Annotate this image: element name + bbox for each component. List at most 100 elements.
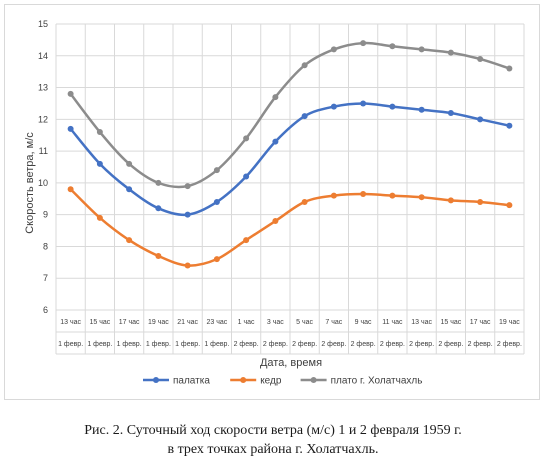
y-tick-label: 6 — [43, 305, 48, 315]
x-axis-title: Дата, время — [260, 357, 322, 369]
grid — [55, 23, 525, 355]
series-line-3 — [69, 41, 510, 189]
series-2-point — [184, 262, 191, 269]
caption-line-2: в трех точках района г. Холатчахль. — [167, 442, 379, 457]
series-3-point — [447, 49, 454, 56]
x-tick-date-label: 2 февр. — [234, 341, 259, 348]
series-3-point — [272, 94, 279, 101]
y-axis-title: Скорость ветра, м/с — [24, 132, 36, 234]
legend-swatch-marker — [153, 377, 159, 383]
series-3-point — [330, 46, 337, 53]
x-tick-time-label: 15 час — [440, 319, 461, 326]
x-tick-time-label: 7 час — [325, 319, 342, 326]
series-1-point — [213, 198, 220, 205]
series-2-point — [96, 214, 103, 221]
series-3-point — [96, 129, 103, 136]
y-tick-label: 8 — [43, 241, 48, 251]
x-tick-time-label: 13 час — [411, 319, 432, 326]
legend-swatch-marker — [240, 377, 247, 383]
legend-swatch-marker — [310, 377, 317, 383]
legend-label: плато г. Холатчахль — [331, 376, 423, 387]
x-tick-date-label: 1 февр. — [204, 341, 229, 348]
x-tick-date-label: 1 февр. — [175, 341, 200, 348]
series-2-point — [126, 237, 133, 244]
series-3-point — [67, 90, 74, 97]
series-3-point — [360, 40, 367, 47]
series-3-point — [477, 55, 484, 62]
series-lines — [67, 40, 513, 269]
series-1-point — [243, 173, 250, 180]
legend: палатка кедр плато г. Холатчахль — [143, 376, 422, 387]
x-tick-date-label: 1 февр. — [117, 341, 142, 348]
x-tick-date-label: 2 февр. — [292, 341, 317, 348]
x-tick-time-label: 17 час — [470, 319, 491, 326]
y-tick-label: 14 — [38, 51, 48, 61]
figure-caption: Рис. 2. Суточный ход скорости ветра (м/с… — [0, 421, 546, 459]
series-2-point — [272, 218, 279, 225]
series-1-point — [506, 122, 513, 129]
series-1-point — [96, 160, 103, 167]
series-1-point — [272, 138, 279, 145]
x-tick-date-label: 2 февр. — [468, 341, 493, 348]
x-tick-date-label: 2 февр. — [438, 341, 463, 348]
series-2-point — [243, 237, 250, 244]
x-tick-time-label: 1 час — [238, 319, 255, 326]
series-1-point — [477, 116, 484, 123]
x-tick-time-label: 17 час — [119, 319, 140, 326]
x-tick-date-label: 2 февр. — [497, 341, 522, 348]
series-1-point — [360, 100, 367, 107]
series-2-point — [67, 186, 74, 193]
x-tick-time-label: 19 час — [148, 319, 169, 326]
series-2-point — [301, 198, 308, 205]
series-1-point — [67, 125, 74, 132]
series-2-point — [213, 256, 220, 263]
series-3-point — [301, 62, 308, 69]
series-1-point — [301, 113, 308, 120]
x-tick-date-label: 1 февр. — [58, 341, 83, 348]
series-2-point — [506, 202, 513, 209]
x-tick-time-label: 11 час — [382, 319, 403, 326]
x-tick-date-label: 2 февр. — [351, 341, 376, 348]
x-tick-time-label: 13 час — [60, 319, 81, 326]
y-tick-label: 10 — [38, 178, 48, 188]
y-tick-label: 12 — [38, 114, 48, 124]
series-2-point — [477, 198, 484, 205]
series-line-2 — [69, 188, 510, 267]
series-1-point — [447, 109, 454, 116]
series-3-point — [243, 135, 250, 142]
x-tick-date-label: 2 февр. — [321, 341, 346, 348]
y-tick-label: 9 — [43, 210, 48, 220]
x-tick-time-label: 9 час — [355, 319, 372, 326]
caption-line-1: Рис. 2. Суточный ход скорости ветра (м/с… — [84, 423, 462, 438]
series-2-point — [330, 192, 337, 199]
y-axis-ticks: 6 7 8 9 10 11 12 13 14 15 — [38, 19, 48, 315]
x-axis-ticks: 13 час 1 февр. 15 час 1 февр. 17 час 1 февр. 1… — [58, 319, 522, 348]
series-3-point — [155, 179, 162, 186]
wind-speed-line-chart: 6 7 8 9 10 11 12 13 14 15 13 час 1 февр. 15 час 1 фе… — [24, 19, 525, 387]
y-tick-label: 13 — [38, 83, 48, 93]
series-2-point — [447, 197, 454, 204]
series-3-point — [506, 65, 513, 72]
x-tick-time-label: 3 час — [267, 319, 284, 326]
series-3-point — [184, 183, 191, 190]
series-1-point — [126, 186, 133, 193]
x-tick-date-label: 2 февр. — [263, 341, 288, 348]
series-2-point — [360, 191, 367, 198]
series-3-point — [126, 160, 133, 167]
x-tick-date-label: 1 февр. — [87, 341, 112, 348]
series-line-1 — [69, 102, 510, 217]
x-tick-date-label: 1 февр. — [146, 341, 171, 348]
x-tick-time-label: 5 час — [296, 319, 313, 326]
series-3-point — [418, 46, 425, 53]
series-1-point — [389, 103, 396, 110]
series-3-point — [213, 167, 220, 174]
y-tick-label: 15 — [38, 19, 48, 29]
series-2-point — [389, 192, 396, 199]
y-tick-label: 7 — [43, 273, 48, 283]
y-tick-label: 11 — [39, 146, 48, 156]
x-tick-date-label: 2 февр. — [380, 341, 405, 348]
series-2-point — [155, 252, 162, 259]
x-tick-time-label: 21 час — [177, 319, 198, 326]
series-1-point — [330, 103, 337, 110]
legend-label: палатка — [173, 376, 210, 387]
